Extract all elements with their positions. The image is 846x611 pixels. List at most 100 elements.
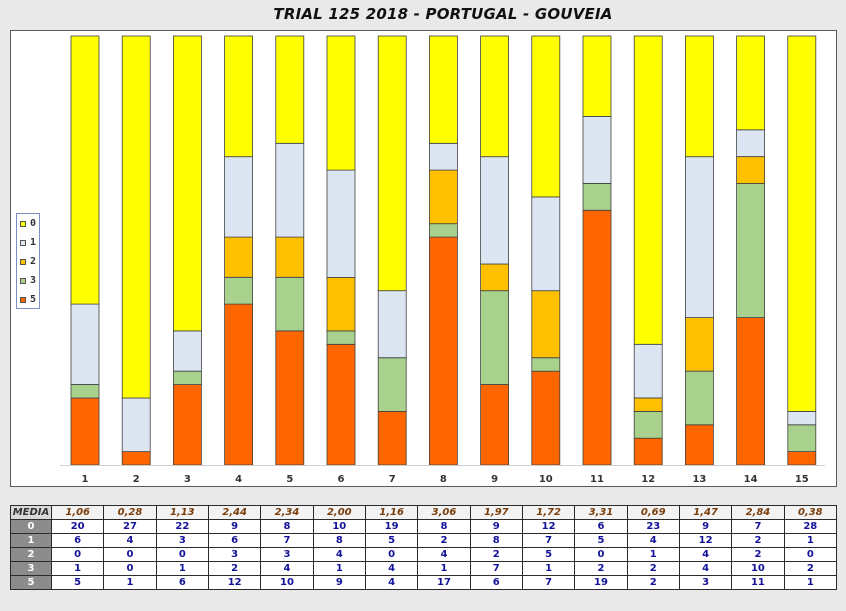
table-row-score-0-cell-8: 8 — [417, 519, 471, 534]
table-row-score-5-cell-14: 11 — [731, 575, 785, 590]
table-row-score-1-cell-14: 2 — [731, 533, 785, 548]
chart-title: TRIAL 125 2018 - PORTUGAL - GOUVEIA — [273, 5, 613, 23]
table-row-score-2-header: 2 — [10, 547, 52, 562]
bar-segment-1-score-1 — [70, 303, 100, 385]
table-row-score-0-cell-11: 6 — [574, 519, 628, 534]
table-row-score-1-cell-12: 4 — [626, 533, 680, 548]
legend-item-5: 5 — [20, 294, 40, 306]
bar-segment-12-score-2 — [633, 397, 663, 412]
table-row-score-1-cell-2: 4 — [103, 533, 157, 548]
bar-segment-2-score-0 — [121, 35, 151, 399]
table-row-score-5: 5 5 1 6 12 10 9 4 17 6 7 19 2 3 11 1 — [10, 575, 838, 590]
table-row-score-3-cell-6: 1 — [312, 561, 366, 576]
table-row-score-5-cell-1: 5 — [50, 575, 105, 590]
table-row-score-0-header: 0 — [10, 519, 52, 534]
table-row-score-0-cell-4: 9 — [207, 519, 262, 534]
table-row-score-1-cell-11: 5 — [574, 533, 628, 548]
bar-segment-4-score-2 — [224, 236, 254, 278]
table-row-score-2-cell-10: 5 — [521, 547, 576, 562]
table-row-media-cell-10: 1,72 — [521, 505, 576, 520]
x-tick-label: 7 — [389, 474, 396, 485]
x-tick-label: 10 — [539, 474, 553, 485]
table-row-score-1-cell-3: 3 — [155, 533, 209, 548]
table-row-score-2-cell-5: 3 — [260, 547, 314, 562]
table-row-score-2-cell-1: 0 — [50, 547, 105, 562]
bar-segment-12-score-3 — [633, 410, 663, 439]
table-row-score-2-cell-7: 0 — [364, 547, 419, 562]
bar-segment-7-score-0 — [377, 35, 407, 292]
legend-swatch-3 — [20, 278, 26, 284]
bar-segment-10-score-5 — [531, 370, 561, 466]
bar-segment-6-score-3 — [326, 330, 356, 345]
table-row-score-5-cell-10: 7 — [521, 575, 576, 590]
table-row-score-2-cell-6: 4 — [312, 547, 366, 562]
table-row-score-5-cell-11: 19 — [574, 575, 628, 590]
bar-segment-3-score-0 — [172, 35, 202, 332]
bar-segment-3-score-1 — [172, 330, 202, 372]
x-tick-label: 14 — [744, 474, 758, 485]
x-tick-label: 1 — [82, 474, 89, 485]
bar-segment-7-score-5 — [377, 410, 407, 466]
table-row-score-5-cell-9: 6 — [469, 575, 523, 590]
table-row-media-cell-3: 1,13 — [155, 505, 209, 520]
table-row-media: MEDIA 1,06 0,28 1,13 2,44 2,34 2,00 1,16 3,06 1,9… — [10, 505, 838, 520]
bar-segment-7-score-1 — [377, 290, 407, 359]
table-row-score-5-cell-3: 6 — [155, 575, 209, 590]
bar-segment-6-score-1 — [326, 169, 356, 278]
bar-segment-5-score-1 — [275, 142, 305, 238]
x-tick-label: 2 — [133, 474, 140, 485]
x-tick-label: 13 — [692, 474, 706, 485]
legend-label-1: 1 — [30, 237, 37, 248]
stacked-bar-chart: 1 2 3 4 5 6 7 8 9 10 11 12 13 14 15 — [60, 35, 825, 485]
table-row-score-1-cell-9: 8 — [469, 533, 523, 548]
table-row-score-0-cell-2: 27 — [103, 519, 157, 534]
x-tick-label: 5 — [286, 474, 293, 485]
table-row-score-0-cell-10: 12 — [521, 519, 576, 534]
bar-segment-14-score-1 — [736, 129, 765, 158]
legend-label-0: 0 — [30, 218, 37, 229]
bar-segment-6-score-0 — [326, 35, 356, 171]
bar-segment-11-score-5 — [582, 209, 612, 466]
bar-segment-1-score-5 — [70, 397, 100, 466]
bar-segment-9-score-3 — [480, 290, 510, 385]
legend-swatch-1 — [20, 240, 26, 246]
bar-segment-6-score-2 — [326, 276, 356, 332]
bar-segment-5-score-0 — [275, 35, 305, 144]
table-row-score-5-cell-8: 17 — [417, 575, 471, 590]
table-row-score-0-cell-1: 20 — [50, 519, 105, 534]
table-row-score-3-cell-5: 4 — [260, 561, 314, 576]
table-row-score-5-cell-15: 1 — [783, 575, 838, 590]
bar-segment-8-score-1 — [428, 142, 458, 171]
table-row-media-header: MEDIA — [10, 505, 52, 520]
table-row-score-2-cell-13: 4 — [678, 547, 733, 562]
table-row-score-2-cell-2: 0 — [103, 547, 157, 562]
table-row-score-0-cell-7: 19 — [364, 519, 419, 534]
table-row-score-1-cell-5: 7 — [260, 533, 314, 548]
table-row-score-2-cell-15: 0 — [783, 547, 838, 562]
bar-segment-13-score-5 — [685, 424, 714, 466]
bar-segment-15-score-3 — [787, 424, 817, 452]
table-row-score-0-cell-9: 9 — [469, 519, 523, 534]
legend-swatch-2 — [20, 259, 26, 265]
table-row-score-5-cell-12: 2 — [626, 575, 680, 590]
table-row-score-1-cell-6: 8 — [312, 533, 366, 548]
table-row-score-3-cell-1: 1 — [50, 561, 105, 576]
table-row-score-2-cell-12: 1 — [626, 547, 680, 562]
bar-segment-12-score-1 — [633, 343, 663, 399]
legend-label-2: 2 — [30, 256, 37, 267]
bar-segment-2-score-5 — [121, 451, 151, 466]
data-table-body: MEDIA 1,06 0,28 1,13 2,44 2,34 2,00 1,16 3,06 1,9… — [10, 505, 838, 590]
bar-segment-13-score-0 — [685, 35, 714, 158]
table-row-score-2-cell-14: 2 — [731, 547, 785, 562]
x-tick-label: 3 — [184, 474, 191, 485]
table-row-score-3-cell-10: 1 — [521, 561, 576, 576]
bar-segment-9-score-1 — [480, 156, 510, 265]
bar-segment-13-score-3 — [685, 370, 714, 426]
legend: 0 1 2 3 5 — [16, 213, 40, 309]
table-row-score-1-cell-1: 6 — [50, 533, 105, 548]
table-row-score-3-cell-12: 2 — [626, 561, 680, 576]
legend-swatch-5 — [20, 297, 26, 303]
bar-segment-13-score-2 — [685, 317, 714, 372]
bar-segment-1-score-0 — [70, 35, 100, 305]
